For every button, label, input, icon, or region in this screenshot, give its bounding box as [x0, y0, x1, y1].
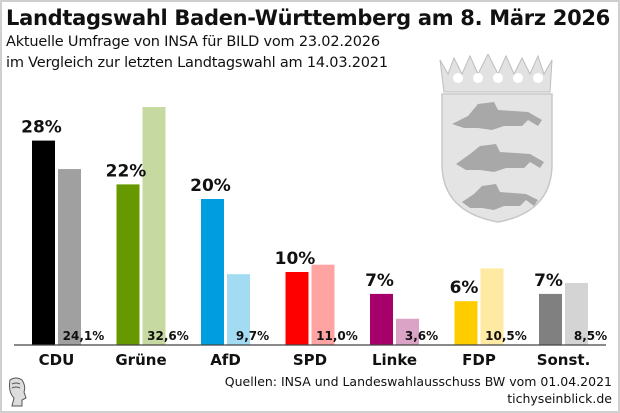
category-label-5: FDP — [462, 351, 496, 369]
bar-2026-0 — [32, 140, 55, 345]
coat-of-arms-icon — [439, 54, 553, 223]
bar-2021-2 — [227, 274, 250, 345]
label-2026-6: 7% — [534, 271, 563, 291]
label-2021-0: 24,1% — [63, 329, 105, 343]
label-2026-1: 22% — [106, 161, 147, 181]
chart-subtitle-line1: Aktuelle Umfrage von INSA für BILD vom 2… — [6, 34, 380, 50]
bar-2021-4 — [396, 318, 419, 345]
site-text: tichyseinblick.de — [507, 391, 612, 406]
label-2021-1: 32,6% — [147, 329, 189, 343]
bar-2021-5 — [480, 268, 504, 345]
label-2026-3: 10% — [275, 249, 316, 269]
bar-2021-1 — [142, 107, 166, 346]
bar-2026-2 — [201, 199, 224, 345]
bar-2026-6 — [539, 293, 562, 345]
bar-2026-1 — [116, 184, 140, 345]
bar-2026-5 — [454, 301, 478, 345]
bar-2026-3 — [285, 272, 309, 345]
bar-2021-3 — [311, 264, 335, 345]
category-label-6: Sonst. — [537, 351, 591, 369]
category-label-4: Linke — [372, 351, 417, 369]
label-2021-5: 10,5% — [485, 329, 527, 343]
label-2026-2: 20% — [190, 176, 231, 196]
label-2021-2: 9,7% — [236, 329, 269, 343]
label-2021-4: 3,6% — [405, 329, 438, 343]
label-2026-5: 6% — [450, 278, 479, 298]
label-2021-6: 8,5% — [574, 329, 607, 343]
chart-title: Landtagswahl Baden-Württemberg am 8. Mär… — [6, 6, 610, 30]
bar-2021-0 — [58, 169, 81, 345]
label-2021-3: 11,0% — [316, 329, 358, 343]
sources-text: Quellen: INSA und Landeswahlausschuss BW… — [224, 374, 612, 389]
bar-2021-6 — [565, 282, 588, 345]
bar-2026-4 — [370, 293, 393, 345]
tichys-einblick-logo-icon — [9, 377, 27, 407]
chart-subtitle-line2: im Vergleich zur letzten Landtagswahl am… — [6, 55, 388, 71]
label-2026-4: 7% — [365, 271, 394, 291]
category-label-3: SPD — [293, 351, 327, 369]
category-label-1: Grüne — [115, 351, 166, 369]
label-2026-0: 28% — [21, 118, 62, 138]
category-label-0: CDU — [39, 351, 75, 369]
category-label-2: AfD — [210, 351, 241, 369]
